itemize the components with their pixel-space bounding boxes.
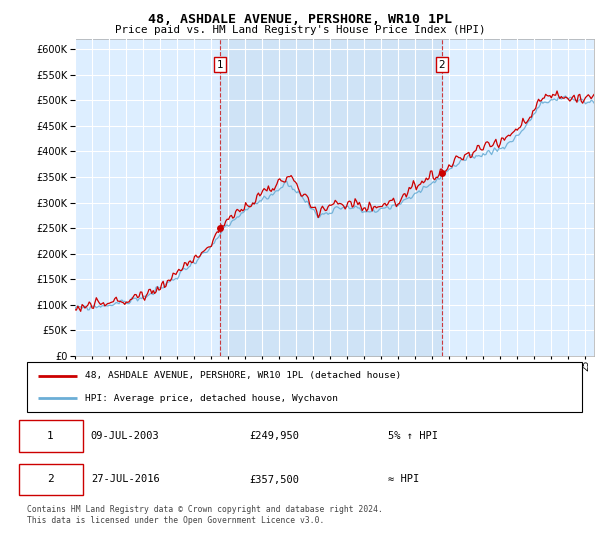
Text: 5% ↑ HPI: 5% ↑ HPI <box>388 431 438 441</box>
Text: Contains HM Land Registry data © Crown copyright and database right 2024.
This d: Contains HM Land Registry data © Crown c… <box>27 505 383 525</box>
Text: HPI: Average price, detached house, Wychavon: HPI: Average price, detached house, Wych… <box>85 394 338 403</box>
Text: ≈ HPI: ≈ HPI <box>388 474 419 484</box>
FancyBboxPatch shape <box>19 464 83 495</box>
FancyBboxPatch shape <box>19 421 83 452</box>
Text: 1: 1 <box>47 431 53 441</box>
Text: 2: 2 <box>439 60 445 69</box>
Text: £357,500: £357,500 <box>249 474 299 484</box>
Text: 1: 1 <box>217 60 223 69</box>
Text: 2: 2 <box>47 474 53 484</box>
FancyBboxPatch shape <box>27 362 582 412</box>
Text: £249,950: £249,950 <box>249 431 299 441</box>
Text: 09-JUL-2003: 09-JUL-2003 <box>91 431 160 441</box>
Text: Price paid vs. HM Land Registry's House Price Index (HPI): Price paid vs. HM Land Registry's House … <box>115 25 485 35</box>
Text: 27-JUL-2016: 27-JUL-2016 <box>91 474 160 484</box>
Text: 48, ASHDALE AVENUE, PERSHORE, WR10 1PL: 48, ASHDALE AVENUE, PERSHORE, WR10 1PL <box>148 13 452 26</box>
Text: 48, ASHDALE AVENUE, PERSHORE, WR10 1PL (detached house): 48, ASHDALE AVENUE, PERSHORE, WR10 1PL (… <box>85 371 401 380</box>
